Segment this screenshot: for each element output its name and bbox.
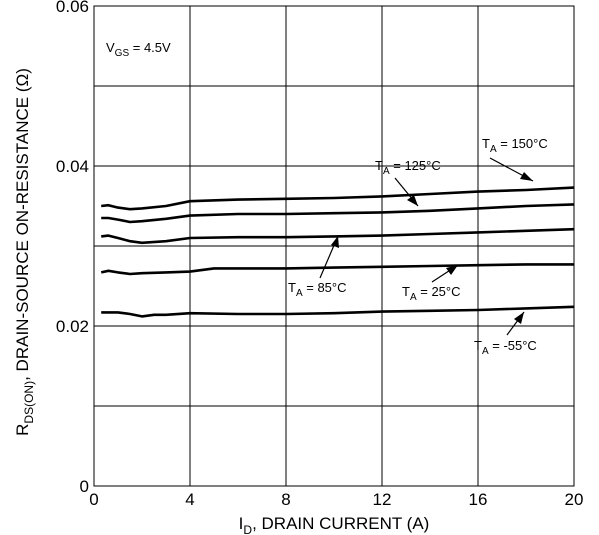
y-tick-label: 0 (80, 477, 89, 496)
series-line-neg55c (101, 305, 575, 318)
x-tick-label: 16 (469, 490, 488, 509)
series-line-25c (100, 263, 574, 276)
arrowhead-neg55 (514, 312, 524, 324)
x-tick-label: 4 (185, 490, 194, 509)
arrowhead-150 (520, 172, 533, 181)
y-axis-label: RDS(ON), DRAIN-SOURCE ON-RESISTANCE (Ω) (13, 68, 36, 436)
series-label-125: TA = 125°C (375, 158, 441, 177)
x-tick-label: 8 (281, 490, 290, 509)
series-lines (100, 186, 575, 318)
x-tick-label: 0 (89, 490, 98, 509)
arrowhead-85 (331, 236, 339, 248)
arrowhead-25 (446, 265, 458, 275)
y-tick-label: 0.04 (56, 157, 89, 176)
series-label-neg55: TA = -55°C (474, 338, 537, 357)
plot-frame (93, 5, 575, 487)
series-line-125c (101, 203, 575, 224)
series-label-85: TA = 85°C (288, 280, 347, 299)
y-tick-label: 0.02 (56, 317, 89, 336)
x-axis-label: ID, DRAIN CURRENT (A) (239, 514, 430, 535)
annotation-arrows (319, 157, 534, 336)
series-label-150: TA = 150°C (482, 136, 548, 155)
series-line-85c (101, 227, 575, 245)
x-tick-label: 20 (565, 490, 584, 509)
condition-label: VGS = 4.5V (106, 40, 171, 59)
y-tick-label: 0.06 (56, 0, 89, 16)
arrowhead-125 (407, 195, 418, 206)
series-line-150c (101, 186, 575, 211)
series-label-25: TA = 25°C (402, 284, 461, 303)
x-tick-label: 12 (373, 490, 392, 509)
tick-labels: 0 4 8 12 16 20 0 0.02 0.04 0.06 (56, 0, 584, 509)
